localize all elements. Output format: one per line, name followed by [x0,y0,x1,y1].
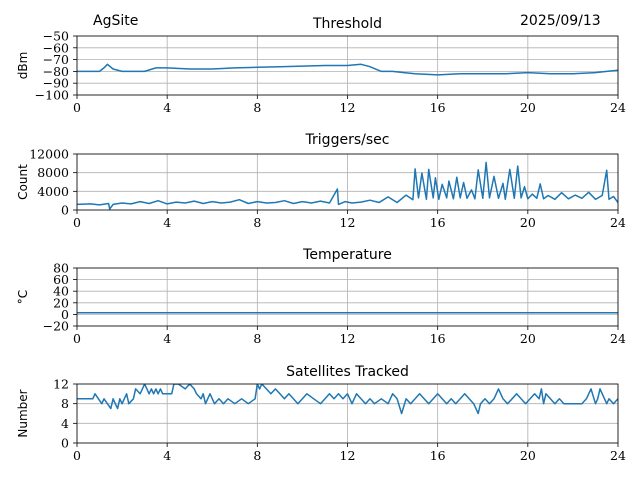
series-line-satellites [77,384,618,415]
x-tick-label: 16 [430,100,446,115]
x-tick-label: 20 [520,331,536,346]
y-axis-label: Count [16,164,30,200]
x-tick-label: 4 [163,100,171,115]
x-tick-label: 8 [253,448,261,463]
y-axis-label: Number [16,389,30,437]
y-tick-label: −50 [43,29,69,44]
x-tick-label: 8 [253,100,261,115]
y-tick-label: 8 [61,396,69,411]
axes-frame [76,153,619,211]
y-tick-label: 60 [53,272,69,287]
chart-satellites: 0 4 8 12 16 20 24 0 4 8 12 Satellites Tracked Number [16,364,626,463]
y-tick-label: 0 [61,436,69,451]
x-tick-label: 12 [340,448,356,463]
y-tick-label: 4 [61,416,69,431]
x-tick-label: 12 [340,331,356,346]
axes-frame [76,35,619,96]
header-date: 2025/09/13 [520,13,601,29]
x-tick-label: 0 [73,448,81,463]
y-axis-label: °C [16,290,30,304]
x-tick-label: 20 [520,215,536,230]
x-tick-label: 16 [430,448,446,463]
x-tick-label: 0 [73,331,81,346]
chart-title: Threshold [312,16,382,32]
y-tick-label: 0 [61,203,69,218]
x-tick-label: 24 [610,215,626,230]
x-tick-label: 24 [610,100,626,115]
x-tick-label: 12 [340,215,356,230]
y-tick-label: 12 [53,377,69,392]
x-tick-label: 20 [520,448,536,463]
x-tick-label: 0 [73,100,81,115]
x-tick-label: 4 [163,215,171,230]
x-tick-label: 4 [163,448,171,463]
axes-frame [76,267,619,327]
chart-threshold: 0 4 8 12 16 20 24 −100−90−80−70−60−50 Threshold d… [16,16,626,115]
x-tick-label: 12 [340,100,356,115]
x-tick-label: 16 [430,215,446,230]
x-tick-label: 8 [253,215,261,230]
x-tick-label: 4 [163,331,171,346]
series-line-triggers [77,161,618,210]
y-tick-label: −100 [35,88,69,103]
chart-title: Temperature [302,247,392,263]
y-axis-label: dBm [16,52,30,80]
chart-title: Satellites Tracked [286,364,409,380]
x-tick-label: 24 [610,448,626,463]
y-tick-label: 20 [53,295,69,310]
y-tick-label: 40 [53,284,69,299]
x-tick-label: 0 [73,215,81,230]
y-tick-label: −80 [43,64,69,79]
y-tick-label: 4000 [37,184,69,199]
x-tick-label: 20 [520,100,536,115]
y-tick-label: 80 [53,261,69,276]
chart-triggers: 0 4 8 12 16 20 24 0 4000 8000 12000 Triggers/sec Cou… [16,132,626,230]
x-tick-label: 16 [430,331,446,346]
x-tick-label: 24 [610,331,626,346]
header-site: AgSite [93,13,139,29]
y-tick-label: −70 [43,52,69,67]
y-tick-label: 12000 [29,147,69,162]
x-tick-label: 8 [253,331,261,346]
y-tick-label: 8000 [37,165,69,180]
axes-frame [76,383,619,444]
y-tick-label: −20 [43,319,69,334]
y-tick-label: −90 [43,76,69,91]
y-tick-label: 0 [61,307,69,322]
chart-title: Triggers/sec [305,132,390,148]
series-line-threshold [77,63,618,76]
y-tick-label: −60 [43,40,69,55]
